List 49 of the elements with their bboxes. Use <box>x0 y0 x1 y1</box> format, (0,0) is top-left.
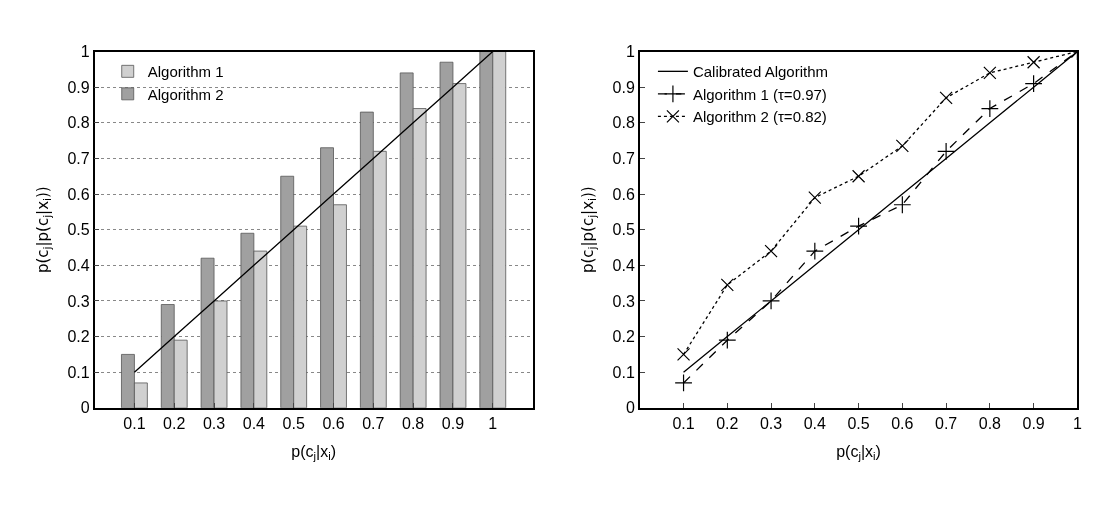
x-tick-label: 0.6 <box>322 414 345 432</box>
x-tick-label: 0.9 <box>441 414 465 432</box>
x-tick-label: 1 <box>488 414 498 432</box>
x-tick-label: 0.8 <box>402 414 425 432</box>
y-tick-label: 1 <box>625 43 635 61</box>
x-tick-label: 0.8 <box>978 414 1002 432</box>
x-tick-label: 0.7 <box>362 414 385 432</box>
x-tick-label: 0.4 <box>803 414 827 432</box>
x-tick-label: 0.7 <box>934 414 958 432</box>
x-tick-label: 0.2 <box>716 414 739 432</box>
legend-label: Algorithm 1 <box>147 63 224 81</box>
y-tick-label: 0.9 <box>67 78 90 96</box>
y-tick-label: 0.8 <box>67 114 90 132</box>
x-axis-title: p(c$_{j}$|x$_{i}$) <box>291 443 336 463</box>
y-tick-label: 0.4 <box>67 256 90 274</box>
y-tick-label: 0.2 <box>67 328 90 346</box>
x-tick-label: 0.5 <box>847 414 870 432</box>
x-tick-label: 0.9 <box>1022 414 1045 432</box>
x-tick-label: 0.1 <box>123 414 146 432</box>
x-axis-title: p(c$_{j}$|x$_{i}$) <box>836 443 881 463</box>
y-tick-label: 0.4 <box>612 256 635 274</box>
x-tick-label: 0.5 <box>282 414 305 432</box>
x-tick-label: 1 <box>1072 414 1082 432</box>
y-tick-label: 0.3 <box>612 292 635 310</box>
y-tick-label: 0.3 <box>67 292 90 310</box>
y-tick-label: 0.9 <box>612 78 635 96</box>
y-tick-label: 0.2 <box>612 328 635 346</box>
legend-label: Algorithm 1 (τ=0.97) <box>692 85 827 103</box>
y-tick-label: 1 <box>80 43 90 61</box>
legend-label: Algorithm 2 <box>147 85 224 103</box>
legend-label: Algorithm 2 (τ=0.82) <box>692 108 827 126</box>
y-tick-label: 0 <box>80 399 90 417</box>
y-tick-label: 0.7 <box>67 150 90 168</box>
x-tick-label: 0.4 <box>242 414 266 432</box>
y-tick-label: 0.1 <box>67 363 90 381</box>
x-tick-label: 0.6 <box>891 414 914 432</box>
y-tick-label: 0.5 <box>67 221 90 239</box>
x-tick-label: 0.2 <box>163 414 186 432</box>
x-tick-label: 0.3 <box>202 414 226 432</box>
y-tick-label: 0.6 <box>612 185 635 203</box>
y-tick-label: 0 <box>625 399 635 417</box>
x-tick-label: 0.1 <box>672 414 695 432</box>
y-tick-label: 0.8 <box>612 114 635 132</box>
y-tick-label: 0.6 <box>67 185 90 203</box>
legend-label: Calibrated Algorithm <box>692 63 828 81</box>
y-tick-label: 0.5 <box>612 221 635 239</box>
x-tick-label: 0.3 <box>759 414 783 432</box>
y-tick-label: 0.1 <box>612 363 635 381</box>
y-tick-label: 0.7 <box>612 150 635 168</box>
